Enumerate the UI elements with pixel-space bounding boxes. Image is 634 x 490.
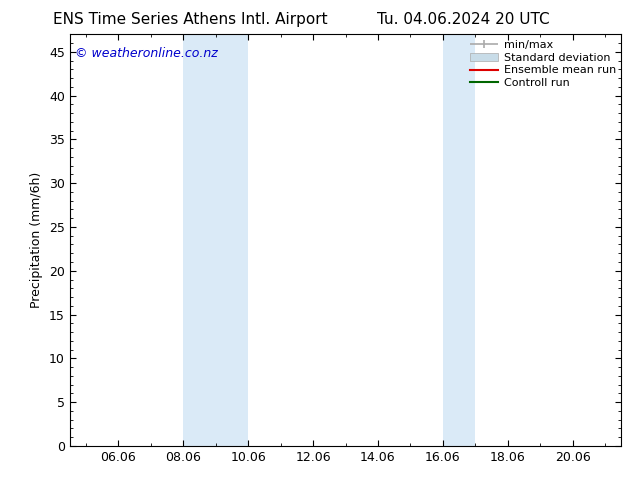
Y-axis label: Precipitation (mm/6h): Precipitation (mm/6h) — [30, 172, 44, 308]
Bar — [443, 34, 476, 446]
Text: © weatheronline.co.nz: © weatheronline.co.nz — [75, 47, 218, 60]
Bar — [183, 34, 248, 446]
Legend: min/max, Standard deviation, Ensemble mean run, Controll run: min/max, Standard deviation, Ensemble me… — [470, 40, 616, 88]
Text: Tu. 04.06.2024 20 UTC: Tu. 04.06.2024 20 UTC — [377, 12, 549, 27]
Text: ENS Time Series Athens Intl. Airport: ENS Time Series Athens Intl. Airport — [53, 12, 328, 27]
